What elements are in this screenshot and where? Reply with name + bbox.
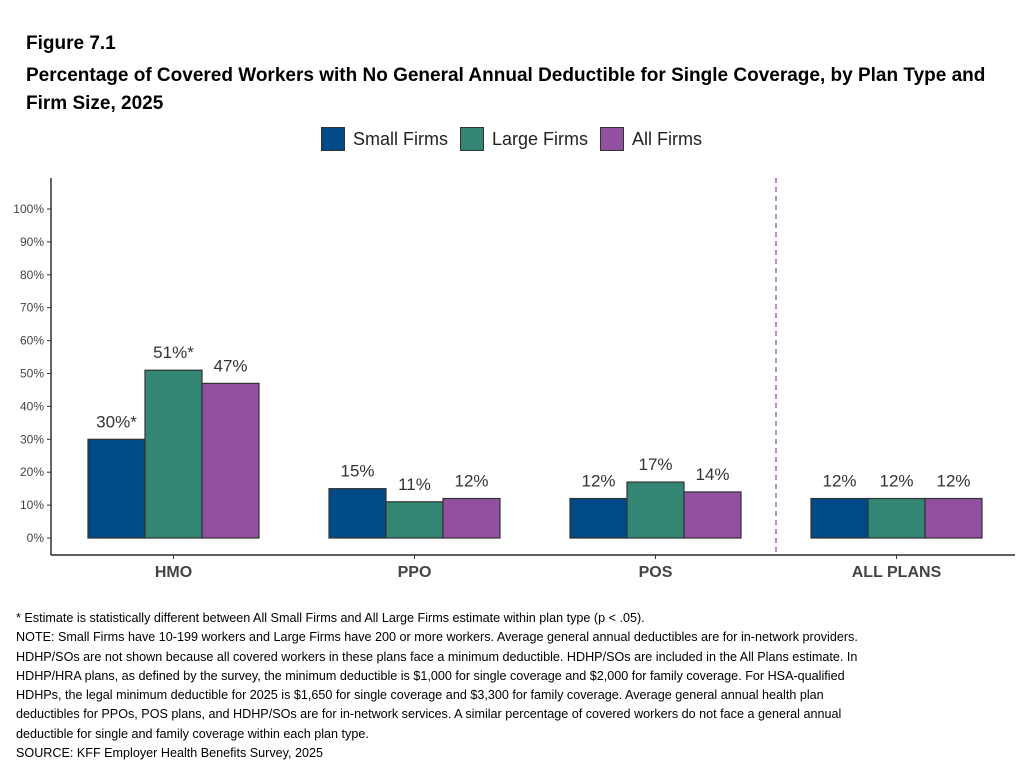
y-tick-label: 80%: [20, 268, 44, 282]
bar: [328, 488, 387, 539]
bar: [144, 369, 203, 539]
legend-item-large-firms: Large Firms: [459, 127, 589, 151]
bar: [810, 497, 869, 539]
bar: [442, 497, 501, 539]
data-label: 12%: [822, 472, 856, 491]
bar: [201, 382, 260, 539]
legend-swatch: [600, 127, 625, 151]
y-tick-label: 70%: [20, 301, 44, 315]
note-line: deductible for single and family coverag…: [16, 726, 369, 741]
data-label: 14%: [695, 465, 729, 484]
note-line: HDHP/SOs are not shown because all cover…: [16, 649, 858, 664]
bar: [87, 438, 146, 539]
note-line: deductibles for PPOs, POS plans, and HDH…: [16, 707, 842, 722]
data-label: 12%: [936, 472, 970, 491]
bar: [626, 481, 685, 539]
legend-item-small-firms: Small Firms: [320, 127, 448, 151]
notes: * Estimate is statistically different be…: [16, 609, 1016, 763]
data-label: 15%: [340, 462, 374, 481]
y-tick-label: 60%: [20, 334, 44, 348]
data-label: 12%: [581, 472, 615, 491]
data-label: 17%: [638, 455, 672, 474]
bar: [867, 497, 926, 539]
legend-label: Large Firms: [491, 128, 589, 149]
legend: Small Firms Large Firms All Firms: [0, 127, 1023, 151]
y-tick-label: 50%: [20, 367, 44, 381]
source: SOURCE: KFF Employer Health Benefits Sur…: [16, 746, 324, 761]
x-tick-label: ALL PLANS: [852, 564, 942, 581]
legend-label: All Firms: [632, 128, 703, 149]
x-tick-label: PPO: [398, 564, 432, 581]
note-line: NOTE: Small Firms have 10-199 workers an…: [16, 630, 858, 645]
y-tick-label: 30%: [20, 432, 44, 446]
note-line: HDHPs, the legal minimum deductible for …: [16, 688, 824, 703]
figure-label: Figure 7.1: [26, 33, 116, 54]
x-tick-label: POS: [639, 564, 673, 581]
legend-swatch: [459, 127, 484, 151]
bar: [569, 497, 628, 539]
y-tick-label: 10%: [20, 498, 44, 512]
bar: [924, 497, 983, 539]
x-tick-label: HMO: [155, 564, 192, 581]
y-tick-label: 90%: [20, 235, 44, 249]
bar-chart: 0% 10% 20% 30% 40% 50% 60% 70% 80% 90% 100% HMO 30%*…: [13, 178, 1015, 581]
y-tick-label: 0%: [27, 531, 45, 545]
bar: [385, 501, 444, 539]
data-label: 12%: [879, 472, 913, 491]
data-label: 51%*: [153, 343, 194, 362]
data-label: 30%*: [96, 412, 137, 431]
y-tick-label: 100%: [13, 202, 44, 216]
data-label: 11%: [398, 475, 431, 494]
footnote: * Estimate is statistically different be…: [16, 611, 645, 625]
y-tick-label: 40%: [20, 399, 44, 413]
note-line: HDHP/HRA plans, as defined by the survey…: [16, 668, 845, 683]
legend-item-all-firms: All Firms: [600, 127, 702, 151]
legend-label: Small Firms: [352, 128, 448, 149]
y-tick-label: 20%: [20, 465, 44, 479]
legend-swatch: [320, 127, 345, 151]
data-label: 12%: [454, 472, 488, 491]
data-label: 47%: [213, 356, 247, 375]
bar: [683, 491, 742, 539]
chart-title: Percentage of Covered Workers with No Ge…: [26, 65, 986, 114]
